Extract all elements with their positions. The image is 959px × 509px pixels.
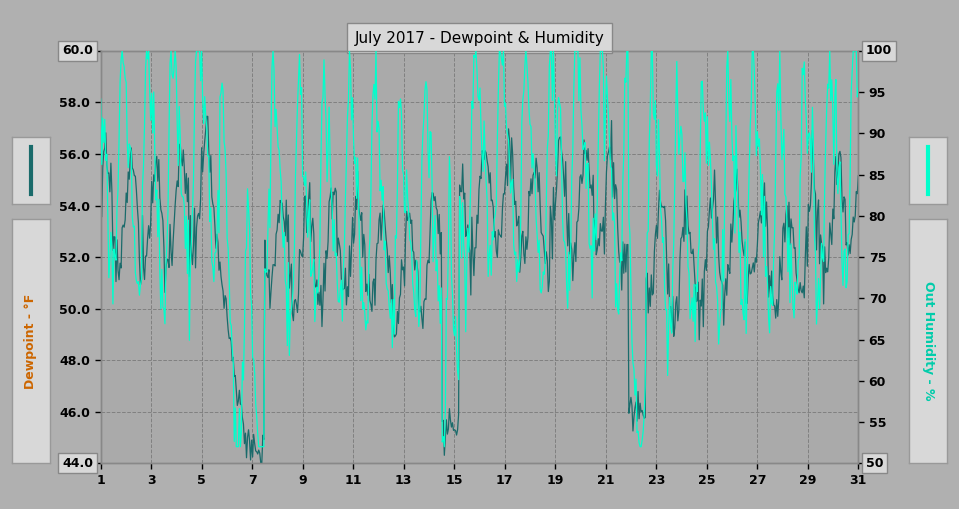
Text: 100: 100 — [866, 44, 892, 58]
Text: 50: 50 — [866, 457, 883, 470]
Text: Out Humidity - %: Out Humidity - % — [922, 281, 935, 401]
Text: 60.0: 60.0 — [62, 44, 93, 58]
Text: Dewpoint - °F: Dewpoint - °F — [24, 293, 37, 389]
Title: July 2017 - Dewpoint & Humidity: July 2017 - Dewpoint & Humidity — [355, 31, 604, 46]
Text: 44.0: 44.0 — [62, 457, 93, 470]
